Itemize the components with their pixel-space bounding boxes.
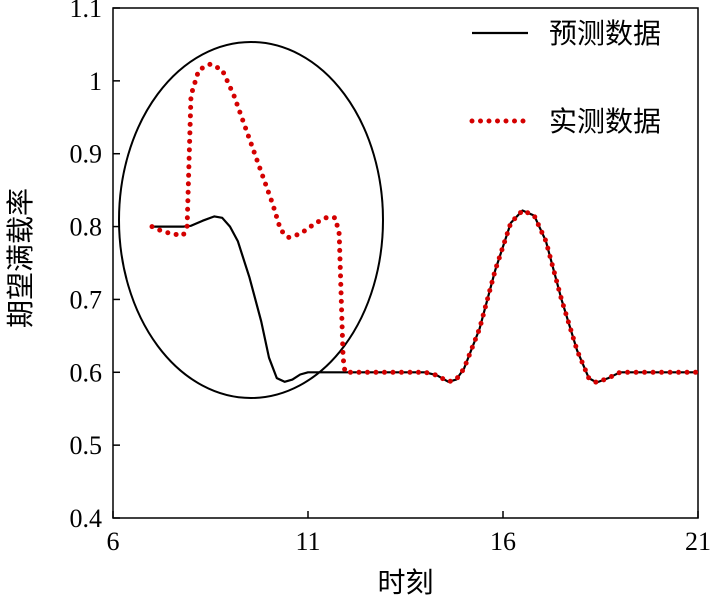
- plot-frame: [112, 7, 699, 519]
- y-tick-label: 0.9: [70, 140, 103, 169]
- x-tick-label: 16: [490, 527, 516, 556]
- legend-label-measured: 实测数据: [549, 106, 661, 138]
- y-tick-label: 0.8: [70, 213, 103, 242]
- ticks-layer: 6 11 16 21 0.4 0.5 0.6 0.7 0.8 0.9 1 1.1: [70, 0, 712, 556]
- series-layer: [149, 61, 701, 385]
- y-tick-label: 1: [89, 67, 102, 96]
- y-tick-label: 0.5: [70, 431, 103, 460]
- y-tick-label: 0.7: [70, 285, 103, 314]
- legend-label-predicted: 预测数据: [549, 18, 661, 50]
- x-tick-label: 11: [295, 527, 320, 556]
- legend: 预测数据 实测数据: [469, 18, 661, 138]
- highlight-ellipse: [118, 41, 384, 399]
- x-axis-label: 时刻: [377, 567, 433, 599]
- y-axis-label: 期望满载率: [5, 188, 37, 328]
- y-tick-label: 1.1: [70, 0, 103, 23]
- x-tick-label: 6: [107, 527, 120, 556]
- x-tick-label: 21: [685, 527, 711, 556]
- y-tick-label: 0.4: [70, 504, 103, 533]
- plot-area: [112, 7, 699, 519]
- y-tick-label: 0.6: [70, 358, 103, 387]
